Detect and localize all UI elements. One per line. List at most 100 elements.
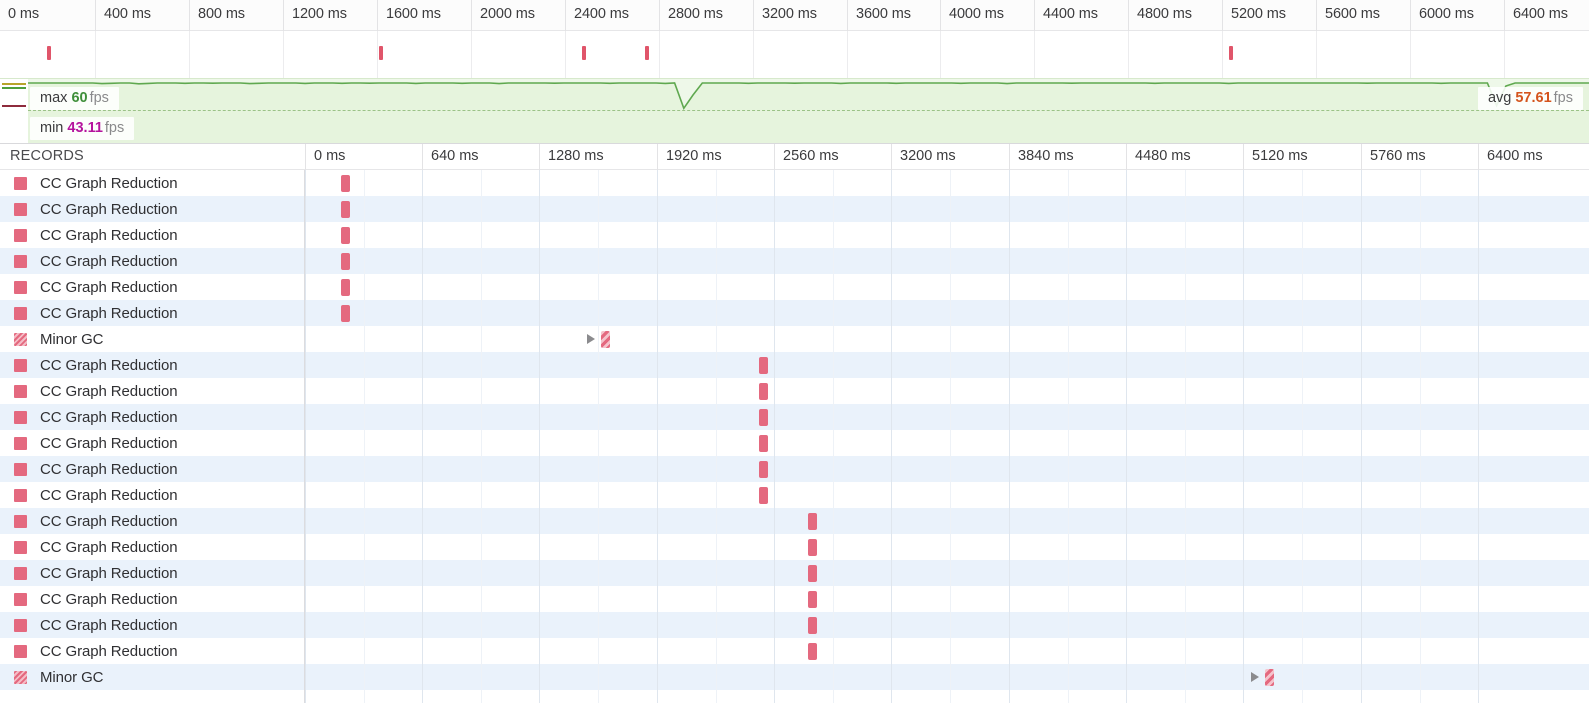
- record-bar[interactable]: [341, 175, 350, 192]
- record-bar[interactable]: [759, 461, 768, 478]
- record-track[interactable]: [305, 430, 1589, 456]
- record-bar[interactable]: [341, 253, 350, 270]
- record-name: CC Graph Reduction: [40, 616, 178, 634]
- record-track[interactable]: [305, 352, 1589, 378]
- record-label-cell[interactable]: CC Graph Reduction: [0, 378, 304, 404]
- record-row[interactable]: CC Graph Reduction: [0, 560, 1589, 586]
- record-bar[interactable]: [808, 591, 817, 608]
- overview-marker[interactable]: [645, 46, 649, 60]
- overview-gridline: [659, 31, 660, 78]
- record-track[interactable]: [305, 638, 1589, 664]
- framerate-graph[interactable]: max 60 fps min 43.11 fps avg 57.61 fps: [0, 78, 1589, 143]
- record-label-cell[interactable]: Minor GC: [0, 326, 304, 352]
- record-bar[interactable]: [601, 331, 610, 348]
- record-bar[interactable]: [341, 279, 350, 296]
- cc-graph-reduction-swatch-icon: [14, 176, 27, 190]
- record-track[interactable]: [305, 300, 1589, 326]
- record-bar[interactable]: [759, 435, 768, 452]
- overview-marker[interactable]: [1229, 46, 1233, 60]
- record-row[interactable]: CC Graph Reduction: [0, 612, 1589, 638]
- record-label-cell[interactable]: CC Graph Reduction: [0, 482, 304, 508]
- record-track[interactable]: [305, 612, 1589, 638]
- record-bar[interactable]: [341, 305, 350, 322]
- expand-triangle-icon[interactable]: [1251, 672, 1259, 682]
- record-bar[interactable]: [808, 565, 817, 582]
- record-bar[interactable]: [1265, 669, 1274, 686]
- record-row[interactable]: CC Graph Reduction: [0, 404, 1589, 430]
- record-bar[interactable]: [808, 617, 817, 634]
- expand-triangle-icon[interactable]: [587, 334, 595, 344]
- overview-marker[interactable]: [582, 46, 586, 60]
- record-label-cell[interactable]: CC Graph Reduction: [0, 430, 304, 456]
- record-label-cell[interactable]: CC Graph Reduction: [0, 222, 304, 248]
- record-label-cell[interactable]: CC Graph Reduction: [0, 248, 304, 274]
- record-label-cell[interactable]: Minor GC: [0, 664, 304, 690]
- record-track[interactable]: [305, 508, 1589, 534]
- record-label-cell[interactable]: CC Graph Reduction: [0, 612, 304, 638]
- record-bar[interactable]: [759, 409, 768, 426]
- record-bar[interactable]: [341, 227, 350, 244]
- record-track[interactable]: [305, 378, 1589, 404]
- record-track[interactable]: [305, 274, 1589, 300]
- record-label-cell[interactable]: CC Graph Reduction: [0, 352, 304, 378]
- record-track[interactable]: [305, 534, 1589, 560]
- record-row[interactable]: Minor GC: [0, 326, 1589, 352]
- record-bar[interactable]: [759, 357, 768, 374]
- records-list[interactable]: CC Graph Reduction CC Graph Reduction CC G…: [0, 170, 1589, 703]
- record-row[interactable]: CC Graph Reduction: [0, 638, 1589, 664]
- record-row[interactable]: CC Graph Reduction: [0, 508, 1589, 534]
- records-ruler-tick-label: 1920 ms: [666, 148, 722, 164]
- record-label-cell[interactable]: CC Graph Reduction: [0, 300, 304, 326]
- record-row[interactable]: CC Graph Reduction: [0, 352, 1589, 378]
- overview-markers-strip[interactable]: [0, 31, 1589, 78]
- record-bar[interactable]: [759, 487, 768, 504]
- record-bar[interactable]: [808, 513, 817, 530]
- overview-time-ruler[interactable]: 0 ms 400 ms 800 ms 1200 ms 1600 ms 2000 ms 240…: [0, 0, 1589, 31]
- record-bar[interactable]: [808, 539, 817, 556]
- record-label-cell[interactable]: CC Graph Reduction: [0, 508, 304, 534]
- record-row[interactable]: CC Graph Reduction: [0, 378, 1589, 404]
- overview-marker[interactable]: [47, 46, 51, 60]
- overview-gridline: [1410, 31, 1411, 78]
- record-row[interactable]: CC Graph Reduction: [0, 222, 1589, 248]
- record-track[interactable]: [305, 586, 1589, 612]
- record-row[interactable]: CC Graph Reduction: [0, 196, 1589, 222]
- record-track[interactable]: [305, 326, 1589, 352]
- record-label-cell[interactable]: CC Graph Reduction: [0, 274, 304, 300]
- record-label-cell[interactable]: CC Graph Reduction: [0, 560, 304, 586]
- record-row[interactable]: CC Graph Reduction: [0, 482, 1589, 508]
- record-row[interactable]: CC Graph Reduction: [0, 534, 1589, 560]
- record-bar[interactable]: [759, 383, 768, 400]
- record-row[interactable]: CC Graph Reduction: [0, 170, 1589, 196]
- record-row[interactable]: CC Graph Reduction: [0, 248, 1589, 274]
- record-track[interactable]: [305, 456, 1589, 482]
- record-track[interactable]: [305, 222, 1589, 248]
- record-track[interactable]: [305, 196, 1589, 222]
- record-row[interactable]: Minor GC: [0, 664, 1589, 690]
- records-ruler-tick: 1280 ms: [539, 144, 657, 170]
- record-label-cell[interactable]: CC Graph Reduction: [0, 586, 304, 612]
- record-row[interactable]: CC Graph Reduction: [0, 430, 1589, 456]
- record-label-cell[interactable]: CC Graph Reduction: [0, 534, 304, 560]
- record-label-cell[interactable]: CC Graph Reduction: [0, 170, 304, 196]
- record-track[interactable]: [305, 248, 1589, 274]
- overview-marker[interactable]: [379, 46, 383, 60]
- record-row[interactable]: CC Graph Reduction: [0, 300, 1589, 326]
- record-row[interactable]: CC Graph Reduction: [0, 456, 1589, 482]
- record-row[interactable]: CC Graph Reduction: [0, 274, 1589, 300]
- record-label-cell[interactable]: CC Graph Reduction: [0, 196, 304, 222]
- record-label-cell[interactable]: CC Graph Reduction: [0, 456, 304, 482]
- record-track[interactable]: [305, 482, 1589, 508]
- record-track[interactable]: [305, 664, 1589, 690]
- overview-ruler-tick: 1600 ms: [377, 0, 471, 31]
- record-track[interactable]: [305, 170, 1589, 196]
- record-row[interactable]: CC Graph Reduction: [0, 586, 1589, 612]
- record-name: CC Graph Reduction: [40, 460, 178, 478]
- record-bar[interactable]: [808, 643, 817, 660]
- record-track[interactable]: [305, 404, 1589, 430]
- record-bar[interactable]: [341, 201, 350, 218]
- record-label-cell[interactable]: CC Graph Reduction: [0, 638, 304, 664]
- record-track[interactable]: [305, 560, 1589, 586]
- fps-min-prefix: min: [40, 120, 64, 136]
- record-label-cell[interactable]: CC Graph Reduction: [0, 404, 304, 430]
